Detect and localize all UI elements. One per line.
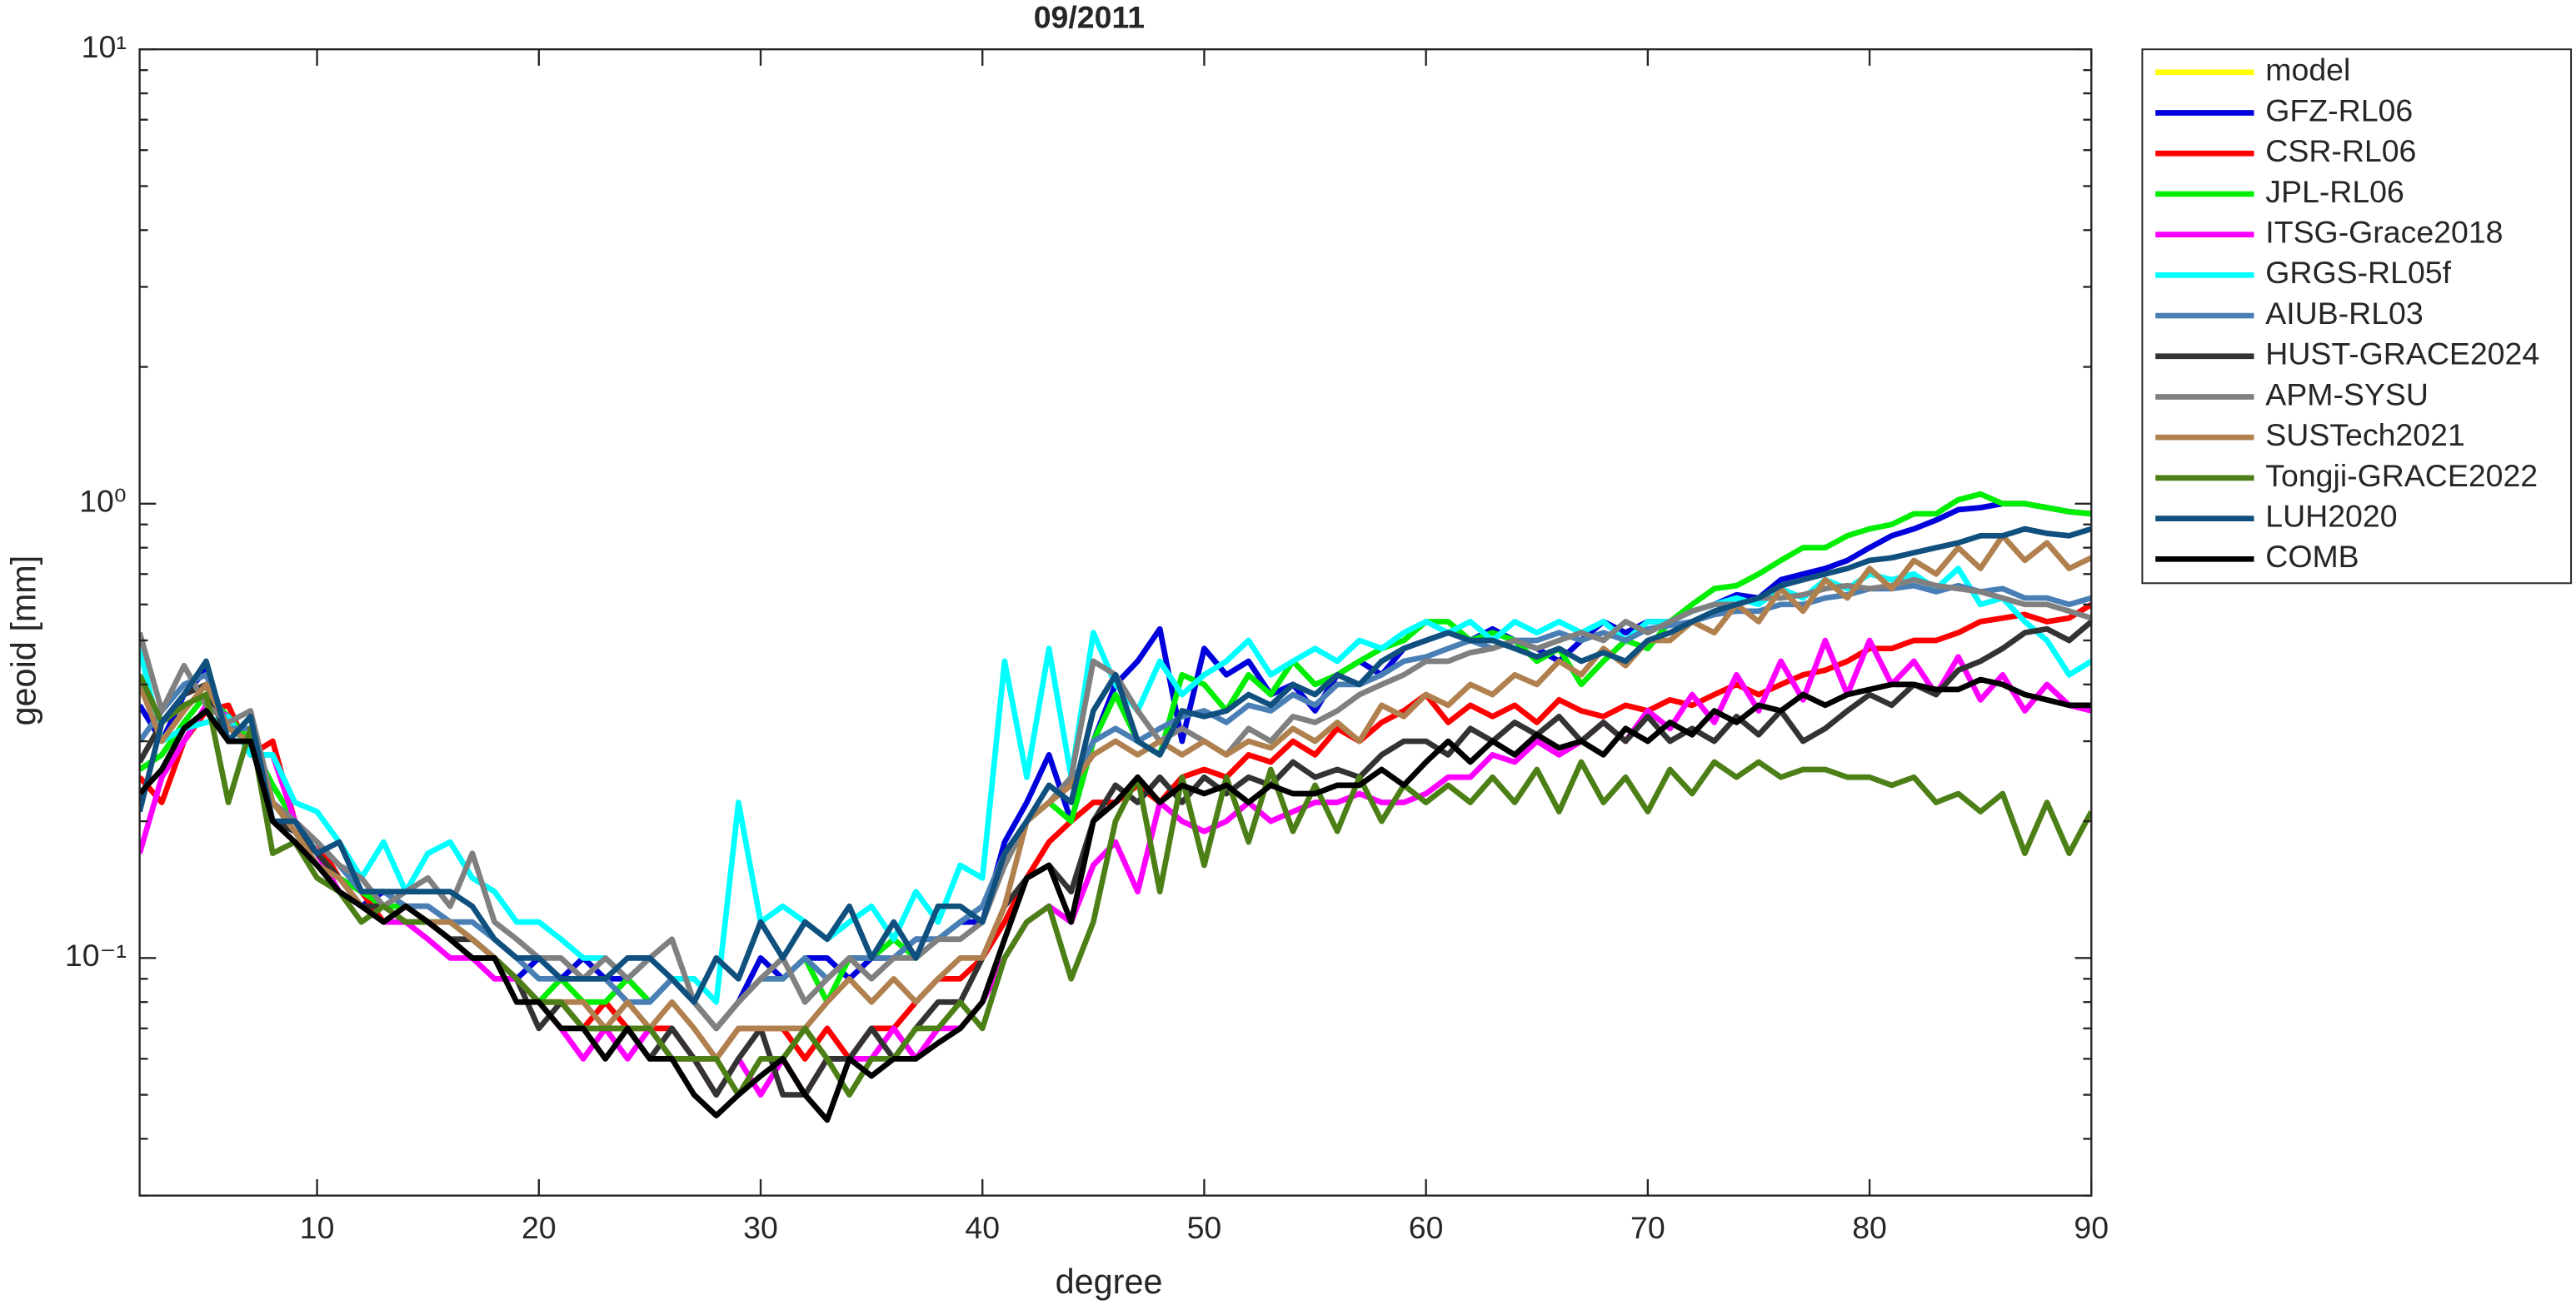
x-tick-label: 80 xyxy=(1852,1210,1887,1245)
legend-label: CSR-RL06 xyxy=(2265,133,2416,168)
x-tick-label: 30 xyxy=(743,1210,778,1245)
x-axis-label: degree xyxy=(1056,1263,1163,1301)
chart-title: 09/2011 xyxy=(1034,0,1145,35)
x-tick-label: 50 xyxy=(1187,1210,1222,1245)
y-tick-label: 10⁰ xyxy=(79,484,127,519)
x-tick-label: 40 xyxy=(965,1210,1000,1245)
legend-label: HUST-GRACE2024 xyxy=(2265,336,2539,371)
x-tick-label: 10 xyxy=(300,1210,335,1245)
series-line xyxy=(139,525,2092,1005)
y-axis-label: geoid [mm] xyxy=(4,555,42,726)
x-tick-label: 60 xyxy=(1409,1210,1444,1245)
legend-label: model xyxy=(2265,52,2350,87)
legend-label: SUSTech2021 xyxy=(2265,417,2464,452)
legend-label: ITSG-Grace2018 xyxy=(2265,215,2503,250)
plot-lines xyxy=(139,491,2092,1123)
legend-label: GRGS-RL05f xyxy=(2265,255,2451,290)
x-tick-label: 70 xyxy=(1630,1210,1665,1245)
y-tick-label: 10⁻¹ xyxy=(65,938,127,973)
legend-label: JPL-RL06 xyxy=(2265,174,2404,209)
legend-label: COMB xyxy=(2265,539,2359,574)
series-line xyxy=(139,619,2092,1098)
series-line xyxy=(139,532,2092,1062)
series-line xyxy=(139,637,2092,1098)
axes-box xyxy=(138,48,2093,1197)
series-line xyxy=(139,676,2092,1123)
y-tick-label: 10¹ xyxy=(82,29,127,64)
x-tick-label: 20 xyxy=(522,1210,557,1245)
legend-label: LUH2020 xyxy=(2265,498,2397,533)
legend-label: GFZ-RL06 xyxy=(2265,92,2413,127)
legend-label: AIUB-RL03 xyxy=(2265,296,2423,331)
legend-label: APM-SYSU xyxy=(2265,376,2429,411)
legend-label: Tongji-GRACE2022 xyxy=(2265,458,2538,493)
x-tick-label: 90 xyxy=(2074,1210,2109,1245)
